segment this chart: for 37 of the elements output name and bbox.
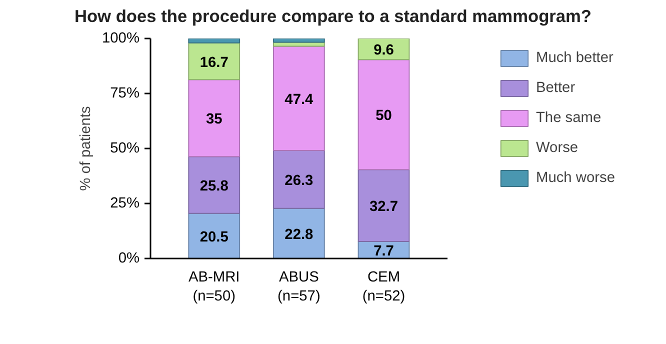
bar [188, 79, 240, 158]
data-label: 22.8 [284, 226, 314, 243]
bar [272, 38, 325, 43]
legend-label: The same [536, 110, 602, 126]
bar [358, 59, 410, 170]
legend-label: Worse [536, 140, 578, 156]
x-tick-label: AB-MRI (n=50) [188, 270, 240, 305]
bar [188, 38, 240, 44]
legend-label: Better [536, 80, 576, 96]
bar [272, 208, 325, 258]
legend-label: Much better [536, 50, 614, 66]
x-tick-label: ABUS (n=57) [278, 270, 320, 305]
data-label: 9.6 [374, 42, 394, 59]
data-label: 50 [376, 108, 392, 124]
data-label: 32.7 [369, 199, 398, 216]
y-tick-label: 75% [110, 86, 140, 102]
data-label: 35 [206, 112, 222, 128]
data-label: 47.4 [284, 92, 314, 108]
y-tick-label: 50% [110, 140, 140, 156]
chart-title: How does the procedure compare to a standard mammogram? [74, 5, 592, 28]
legend-label: Much worse [536, 170, 615, 186]
bar [188, 212, 240, 258]
bar [188, 42, 240, 80]
y-tick-label: 100% [102, 30, 140, 46]
bar [188, 156, 240, 214]
bar [272, 46, 325, 151]
y-tick-label: 0% [118, 250, 140, 266]
data-label: 26.3 [284, 172, 314, 189]
y-axis-title: % of patients [78, 106, 94, 191]
bar [272, 150, 325, 209]
data-label: 25.8 [200, 178, 228, 195]
data-label: 16.7 [200, 54, 228, 71]
data-label: 20.5 [200, 229, 228, 246]
y-tick-label: 25% [110, 196, 140, 212]
data-label: 7.7 [374, 244, 394, 260]
bar [358, 169, 410, 242]
x-tick-label: CEM (n=52) [362, 270, 406, 305]
